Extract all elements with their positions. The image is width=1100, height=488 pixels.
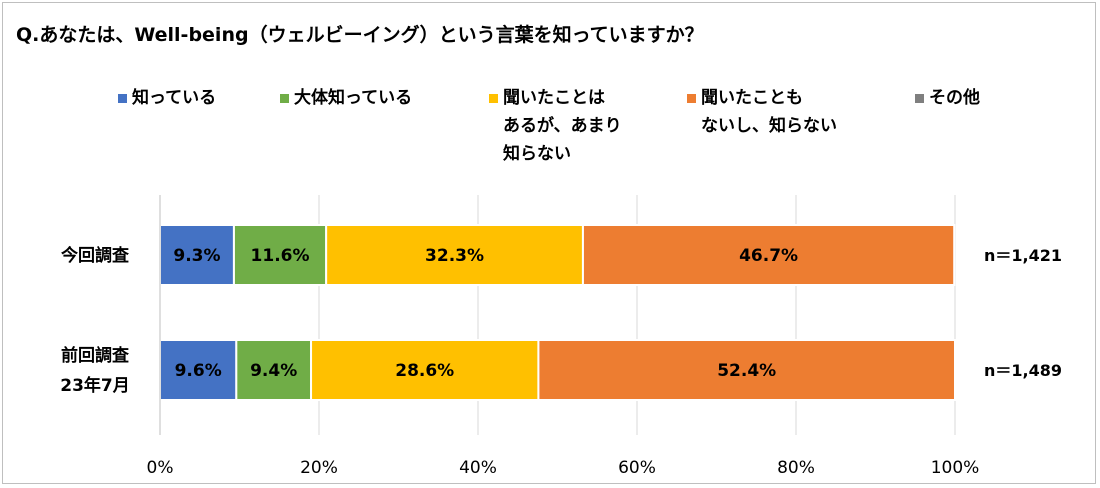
data-label: 11.6% xyxy=(251,246,310,266)
data-label: 9.4% xyxy=(250,361,297,381)
chart-title: Q.あなたは、Well-being（ウェルビーイング）という言葉を知っていますか… xyxy=(16,24,704,46)
bar-segment xyxy=(325,224,584,286)
data-label: 9.3% xyxy=(173,246,220,266)
legend-label: 知っている xyxy=(132,88,217,108)
data-label: 52.4% xyxy=(717,361,776,381)
x-tick-label: 100% xyxy=(931,458,980,478)
legend-swatch xyxy=(280,94,289,103)
bar-segment xyxy=(581,224,956,286)
bar-segment xyxy=(537,339,956,401)
legend-swatch xyxy=(915,94,924,103)
category-label: 前回調査 xyxy=(61,345,130,366)
legend-label: その他 xyxy=(929,88,980,108)
legend-swatch xyxy=(118,94,127,103)
sample-size-label: n＝1,421 xyxy=(984,246,1062,265)
legend-label: 大体知っている xyxy=(294,88,413,108)
x-tick-label: 0% xyxy=(147,458,174,478)
x-tick-label: 20% xyxy=(300,458,338,478)
data-label: 9.6% xyxy=(175,361,222,381)
legend-swatch xyxy=(489,94,498,103)
legend-label: 聞いたことも ないし、知らない xyxy=(701,88,837,136)
x-tick-label: 60% xyxy=(618,458,656,478)
data-label: 46.7% xyxy=(739,246,798,266)
data-label: 28.6% xyxy=(395,361,454,381)
bar-segment xyxy=(310,339,540,401)
category-label: 23年7月 xyxy=(60,375,130,396)
data-label: 32.3% xyxy=(425,246,484,266)
legend-swatch xyxy=(687,94,696,103)
category-label: 今回調査 xyxy=(61,245,130,266)
legend-label: 聞いたことは あるが、あまり 知らない xyxy=(503,88,622,164)
sample-size-label: n＝1,489 xyxy=(984,361,1062,380)
x-tick-label: 80% xyxy=(777,458,815,478)
bar-segment xyxy=(159,339,238,401)
x-tick-label: 40% xyxy=(459,458,497,478)
